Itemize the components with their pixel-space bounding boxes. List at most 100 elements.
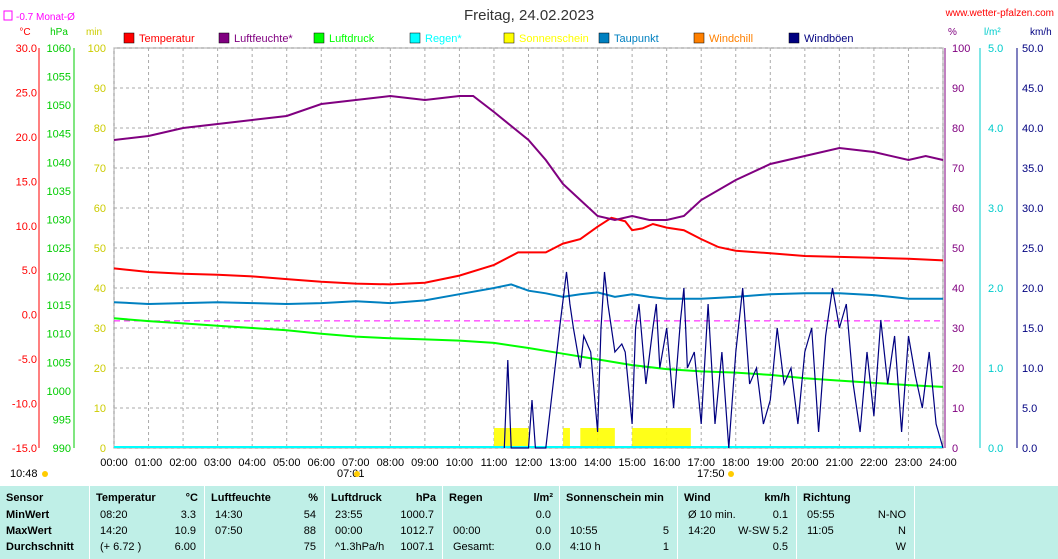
axis-tick: 1035 — [47, 186, 71, 198]
sun-icon — [42, 471, 48, 477]
sunshine-bar — [632, 428, 691, 448]
axis-tick: 10 — [94, 403, 106, 415]
x-tick: 03:00 — [204, 457, 232, 469]
axis-tick: 0 — [952, 443, 958, 455]
table-cell: 75 — [303, 541, 316, 553]
series-luftfeuchte — [113, 94, 944, 222]
table-unit: °C — [185, 492, 198, 504]
stats-table: Sensor MinWert MaxWert Durchschnitt Temperat… — [0, 486, 1058, 559]
axis-tick: 1030 — [47, 214, 71, 226]
table-header: Wind — [684, 492, 711, 504]
axis-tick: 1.0 — [988, 363, 1003, 375]
table-cell: 54 — [303, 509, 316, 521]
table-cell: 0.0 — [535, 509, 551, 521]
axis-unit: l/m² — [984, 27, 1001, 38]
axis-tick: 1010 — [47, 329, 71, 341]
x-tick: 19:00 — [757, 457, 785, 469]
axis-tick: 100 — [952, 43, 970, 55]
table-cell: 1 — [662, 541, 669, 553]
table-header: Regen — [449, 492, 483, 504]
table-header: Sonnenschein min — [566, 492, 664, 504]
table-cell: 1000.7 — [400, 509, 434, 521]
axis-unit: km/h — [1030, 27, 1052, 38]
axis-tick: 70 — [94, 163, 106, 175]
table-column: Wind km/h Ø 10 min. 0.1 14:20 W-SW 5.2 0.5 — [678, 486, 797, 559]
axis-tick: 10.0 — [16, 221, 37, 233]
table-unit: hPa — [415, 492, 436, 504]
legend-swatch — [218, 32, 230, 44]
axis-tick: 3.0 — [988, 203, 1003, 215]
axis-tick: 25.0 — [1022, 243, 1043, 255]
x-tick: 07:00 — [342, 457, 370, 469]
table-cell: ^1.3hPa/h — [335, 541, 385, 553]
axis-tick: 30.0 — [1022, 203, 1043, 215]
table-unit: l/m² — [533, 492, 553, 504]
axis-tick: 1055 — [47, 72, 71, 84]
axis-tick: 0.0 — [22, 310, 37, 322]
table-column: Richtung 05:55 N-NO 11:05 N W — [797, 486, 915, 559]
x-tick: 22:00 — [860, 457, 888, 469]
axis-tick: 1015 — [47, 300, 71, 312]
x-tick: 09:00 — [411, 457, 439, 469]
table-cell: W — [895, 541, 906, 553]
table-cell: 10.9 — [174, 525, 196, 537]
axis-tick: 90 — [94, 83, 106, 95]
axis-unit: min — [86, 27, 102, 38]
table-cell: Ø 10 min. — [688, 509, 736, 521]
table-header: Luftdruck — [331, 492, 382, 504]
table-cell: 00:00 — [335, 525, 363, 537]
table-cell: 07:50 — [215, 525, 243, 537]
table-cell: 0.1 — [772, 509, 788, 521]
table-column: Regen l/m² 0.0 00:00 0.0 Gesamt: 0.0 — [443, 486, 560, 559]
sunset-icon — [728, 471, 734, 477]
legend-swatch — [123, 32, 135, 44]
x-tick: 13:00 — [549, 457, 577, 469]
axis-tick: -15.0 — [12, 443, 37, 455]
legend-swatch — [598, 32, 610, 44]
weather-chart: Freitag, 24.02.2023 www.wetter-pfalzen.co… — [3, 7, 1054, 480]
table-column: Luftfeuchte% 14:30 54 07:50 88 75 — [205, 486, 325, 559]
table-cell: 10:55 — [570, 525, 598, 537]
legend-label: Windchill — [709, 33, 753, 45]
axis-tick: 20.0 — [16, 132, 37, 144]
table-cell: 14:20 — [688, 525, 716, 537]
axis-unit: % — [948, 27, 957, 38]
axis-tick: 30 — [952, 323, 964, 335]
series-taupunkt — [113, 283, 943, 306]
axis-tick: 40 — [94, 283, 106, 295]
legend-label: Temperatur — [139, 33, 195, 45]
axis-tick: 50 — [952, 243, 964, 255]
table-cell: (+ 6.72 ) — [100, 541, 142, 553]
legend-label: Taupunkt — [614, 33, 659, 45]
axis-tick: 30 — [94, 323, 106, 335]
legend-label: Sonnenschein — [519, 33, 589, 45]
table-cell: 08:20 — [100, 509, 128, 521]
axis-tick: 15.0 — [16, 176, 37, 188]
axis-unit: °C — [19, 27, 30, 38]
chart-title: Freitag, 24.02.2023 — [464, 7, 594, 24]
table-cell: Gesamt: — [453, 541, 495, 553]
series-temperatur — [113, 216, 944, 286]
table-cell: 6.00 — [174, 541, 196, 553]
axis-tick: 5.0 — [1022, 403, 1037, 415]
x-tick: 10:00 — [446, 457, 474, 469]
axis-tick: 1050 — [47, 100, 71, 112]
axis-tick: 0.0 — [988, 443, 1003, 455]
table-header: Sensor — [6, 492, 44, 504]
legend-label: Luftdruck — [329, 33, 375, 45]
axis-tick: 2.0 — [988, 283, 1003, 295]
axis-tick: 50.0 — [1022, 43, 1043, 55]
table-unit: km/h — [764, 492, 790, 504]
axis-tick: 30.0 — [16, 43, 37, 55]
table-cell: 1007.1 — [400, 541, 434, 553]
axis-tick: 20 — [952, 363, 964, 375]
legend-swatch — [788, 32, 800, 44]
table-column: Luftdruck hPa 23:55 1000.7 00:00 1012.7 ^1.3hP… — [325, 486, 443, 559]
x-tick: 00:00 — [100, 457, 128, 469]
table-cell: 0.0 — [535, 525, 551, 537]
x-tick: 18:00 — [722, 457, 750, 469]
table-row-label: MaxWert — [6, 525, 52, 537]
axis-tick: 0 — [100, 443, 106, 455]
axis-tick: 25.0 — [16, 87, 37, 99]
legend-label: Luftfeuchte* — [234, 33, 293, 45]
